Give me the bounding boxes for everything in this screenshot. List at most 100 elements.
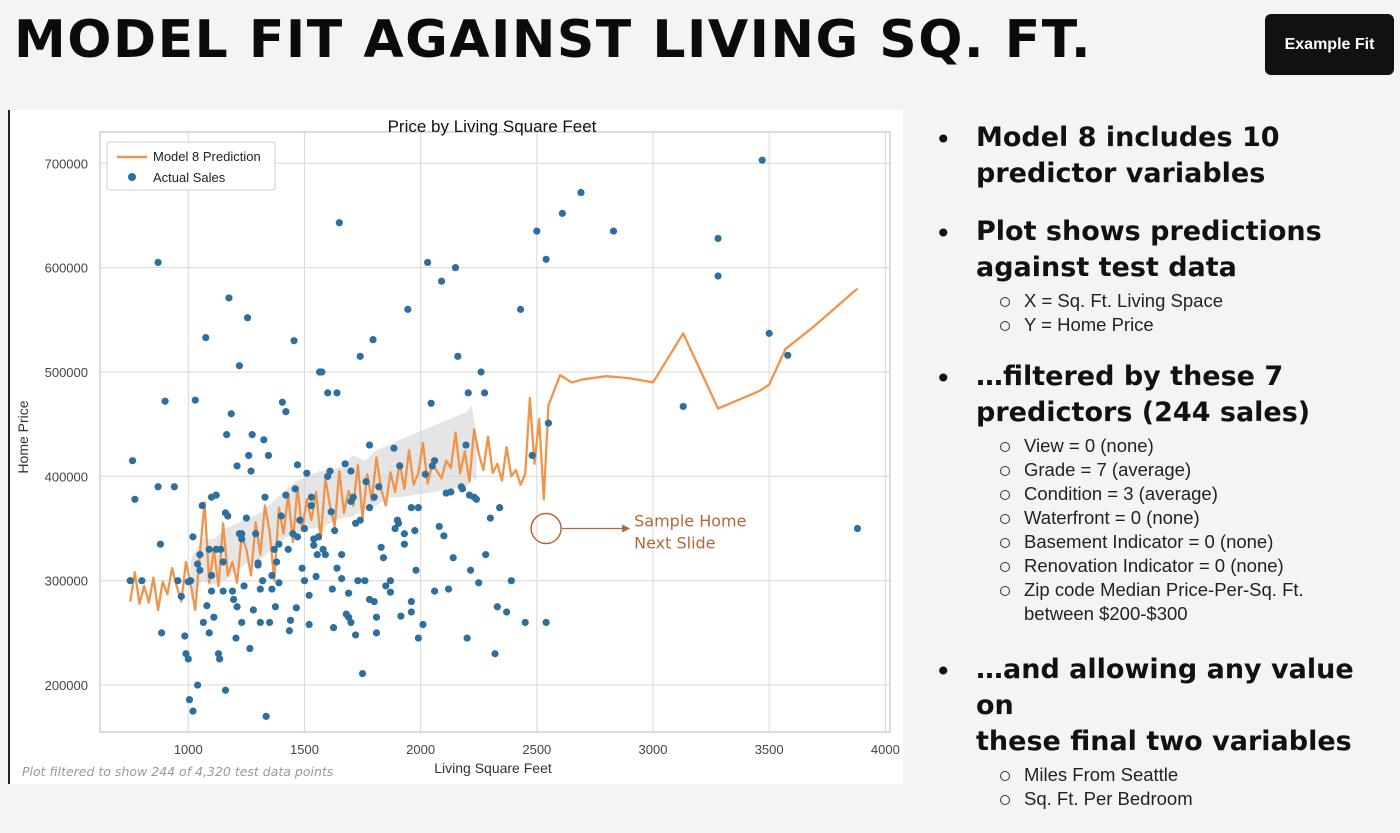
actual-sale-point: [221, 686, 230, 694]
actual-sale-point: [246, 644, 254, 653]
actual-sale-point: [351, 631, 360, 639]
actual-sale-point: [528, 451, 536, 460]
actual-sale-point: [341, 460, 349, 468]
actual-sale-point: [428, 462, 436, 470]
actual-sale-point: [375, 483, 383, 491]
actual-sale-point: [386, 588, 395, 596]
actual-sale-point: [393, 516, 402, 524]
actual-sale-point: [419, 620, 427, 629]
actual-sale-point: [290, 337, 298, 345]
actual-sale-point: [458, 485, 467, 493]
y-tick-label: 300000: [45, 574, 88, 589]
actual-sale-point: [328, 585, 336, 593]
actual-sale-point: [191, 396, 199, 404]
actual-sale-point: [345, 589, 353, 597]
sub-bullet-text: Condition = 3 (average): [1024, 483, 1218, 504]
example-fit-button[interactable]: Example Fit: [1265, 14, 1394, 75]
bullet-heading-line: against test data: [976, 252, 1237, 283]
sub-bullet-text: Sq. Ft. Per Bedroom: [1024, 788, 1193, 809]
actual-sale-point: [390, 444, 398, 452]
actual-sale-point: [329, 624, 338, 632]
actual-sale-point: [307, 493, 316, 501]
actual-sale-point: [203, 602, 211, 610]
actual-sale-point: [351, 519, 360, 527]
y-tick-label: 200000: [45, 678, 88, 693]
circle-bullet-icon: [1000, 795, 1010, 805]
actual-sale-point: [447, 488, 455, 496]
actual-sale-point: [542, 618, 550, 627]
actual-sale-point: [296, 516, 304, 524]
actual-sale-point: [272, 558, 281, 566]
actual-sale-point: [248, 431, 256, 439]
actual-sale-point: [496, 504, 504, 512]
actual-sale-point: [286, 616, 295, 624]
bullet-heading: Plot shows predictions against test data: [976, 214, 1395, 286]
actual-sale-point: [254, 559, 262, 567]
sample-home-circle: [530, 512, 562, 545]
sub-bullet-item: Zip code Median Price-Per-Sq. Ft.: [1000, 578, 1395, 602]
bullet-heading-line: Model 8 includes 10: [976, 122, 1280, 153]
bullet-block: • …and allowing any value on these final t…: [935, 652, 1395, 811]
actual-sale-point: [242, 514, 250, 522]
sub-bullet-item: X = Sq. Ft. Living Space: [1000, 289, 1395, 313]
actual-sale-point: [256, 585, 264, 593]
actual-sale-point: [282, 408, 290, 416]
actual-sale-point: [266, 618, 274, 627]
actual-sale-point: [228, 587, 237, 595]
actual-sale-point: [184, 578, 192, 586]
actual-sale-point: [486, 514, 494, 522]
y-tick-label: 600000: [45, 261, 88, 276]
sub-bullet-text: Waterfront = 0 (none): [1024, 507, 1200, 528]
slide-title: MODEL FIT AGAINST LIVING SQ. FT.: [14, 10, 1093, 70]
x-tick-label: 1000: [174, 742, 203, 757]
actual-sale-point: [300, 524, 309, 533]
actual-sale-point: [379, 554, 388, 562]
actual-sale-point: [358, 669, 367, 678]
actual-sale-point: [331, 527, 339, 535]
bullet-heading: Model 8 includes 10 predictor variables: [976, 120, 1395, 192]
actual-sale-point: [609, 227, 618, 235]
actual-sale-point: [372, 629, 381, 637]
x-tick-label: 3500: [755, 742, 784, 757]
actual-sale-point: [372, 613, 381, 621]
actual-sale-point: [853, 524, 862, 533]
sub-bullet-text: Basement Indicator = 0 (none): [1024, 531, 1274, 552]
actual-sale-point: [277, 512, 285, 520]
actual-sale-point: [475, 579, 483, 587]
bullet-dot-icon: •: [935, 123, 952, 156]
actual-sale-point: [313, 551, 321, 559]
actual-sale-point: [440, 532, 448, 540]
actual-sale-point: [227, 410, 235, 418]
actual-sale-point: [252, 530, 260, 538]
bullet-heading-line: these final two variables: [976, 726, 1352, 757]
legend-prediction-label: Model 8 Prediction: [153, 149, 261, 164]
actual-sale-point: [477, 368, 485, 376]
circle-bullet-icon: [1000, 562, 1010, 572]
sub-bullet-text: Grade = 7 (average): [1024, 459, 1192, 480]
sub-bullet-item: Renovation Indicator = 0 (none): [1000, 554, 1395, 578]
sub-bullet-text: between $200-$300: [1024, 603, 1188, 624]
next-slide-label: Next Slide: [634, 534, 715, 553]
sub-bullet-list: View = 0 (none) Grade = 7 (average) Condit…: [1000, 434, 1395, 626]
chart-title: Price by Living Square Feet: [388, 117, 597, 136]
bullet-block: • …filtered by these 7 predictors (244 sal…: [935, 359, 1395, 626]
sample-home-arrowhead: [622, 524, 631, 533]
actual-sale-point: [407, 597, 415, 606]
actual-sale-point: [347, 467, 355, 475]
actual-sale-point: [233, 603, 241, 611]
legend-actual-swatch: [128, 173, 136, 181]
actual-sale-point: [196, 551, 204, 559]
actual-sale-point: [262, 712, 270, 720]
prediction-confidence-band: [190, 405, 477, 602]
actual-sale-point: [196, 566, 204, 574]
circle-bullet-icon: [1000, 586, 1010, 596]
actual-sale-point: [240, 582, 248, 590]
actual-sale-point: [414, 504, 422, 512]
actual-sale-point: [333, 389, 341, 397]
sub-bullet-text: Y = Home Price: [1024, 314, 1154, 335]
actual-sale-point: [338, 551, 346, 559]
actual-sale-point: [285, 627, 293, 635]
actual-sale-point: [185, 696, 194, 704]
bullet-heading: …filtered by these 7 predictors (244 sale…: [976, 359, 1395, 431]
actual-sale-point: [245, 451, 253, 460]
